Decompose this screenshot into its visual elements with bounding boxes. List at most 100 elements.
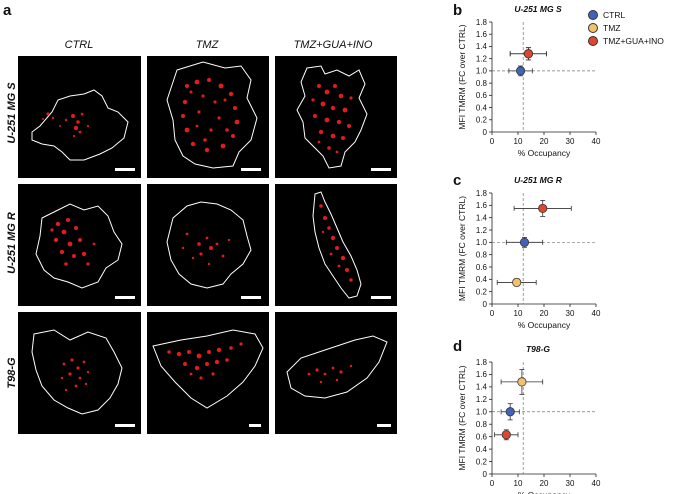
data-point-tmz-gua-ino <box>501 430 511 440</box>
column-label-tmz-gua-ino: TMZ+GUA+INO <box>293 39 373 51</box>
y-tick-label: 1.4 <box>476 383 488 392</box>
x-tick-label: 30 <box>566 137 575 146</box>
y-tick-label: 0.6 <box>476 432 488 441</box>
cell-image <box>296 65 368 169</box>
legend-label: CTRL <box>603 9 626 20</box>
legend-swatch-tmz <box>588 22 598 33</box>
micrograph-s-ctrl <box>18 56 141 178</box>
y-tick-label: 0.6 <box>476 91 488 100</box>
scale-bar <box>371 296 391 299</box>
data-point-tmz-gua-ino <box>538 203 548 214</box>
y-axis-label: MFI TMRM (FC over CTRL) <box>457 196 467 301</box>
legend-item-ctrl: CTRL <box>588 8 664 21</box>
scale-bar <box>371 168 391 171</box>
y-tick-label: 1.8 <box>476 358 488 367</box>
scatter-plot-2: U-251 MG R 0 0.2 0.4 0.6 0.8 1.0 1.2 1.4 1.6 1.8 0 1… <box>457 175 601 330</box>
panel-b-letter: b <box>453 2 463 19</box>
y-tick-label: 1.4 <box>476 213 488 222</box>
cell-image <box>286 335 388 399</box>
micrograph-r-tmz-gua-ino <box>275 184 397 306</box>
y-tick-label: 0 <box>483 470 488 479</box>
micrograph-r-ctrl <box>18 184 141 306</box>
y-tick-label: 0.2 <box>476 116 488 125</box>
scale-bar <box>115 168 135 171</box>
y-tick-label: 1.8 <box>476 18 488 27</box>
y-tick-label: 0.2 <box>476 287 488 296</box>
data-point-tmz-gua-ino <box>523 49 534 59</box>
x-tick-label: 10 <box>514 137 523 146</box>
panel-a-letter: a <box>3 2 12 19</box>
y-tick-label: 1.2 <box>476 226 488 235</box>
cell-image <box>312 191 362 299</box>
x-tick-label: 30 <box>566 479 575 488</box>
legend-item-tmz-gua-ino: TMZ+GUA+INO <box>588 34 664 47</box>
y-tick-label: 0.6 <box>476 263 488 272</box>
cell-image <box>166 201 252 289</box>
legend-item-tmz: TMZ <box>588 21 664 34</box>
y-axis-label: MFI TMRM (FC over CTRL) <box>457 24 467 129</box>
cell-image <box>166 61 258 169</box>
plot-title: T98-G <box>526 344 550 354</box>
scale-bar <box>115 424 135 427</box>
x-tick-label: 40 <box>592 137 601 146</box>
x-tick-label: 10 <box>514 309 523 318</box>
x-tick-label: 10 <box>514 479 523 488</box>
legend: CTRL TMZ TMZ+GUA+INO <box>588 8 664 47</box>
cell-image <box>31 89 129 161</box>
micrograph-s-tmz-gua-ino <box>275 56 397 178</box>
x-tick-label: 40 <box>592 479 601 488</box>
x-axis-label: % Occupancy <box>518 490 571 494</box>
y-tick-label: 0 <box>483 300 488 309</box>
micrograph-r-tmz <box>147 184 269 306</box>
cell-image <box>31 329 123 415</box>
scale-bar <box>241 168 261 171</box>
scale-bar <box>241 296 261 299</box>
x-tick-label: 20 <box>540 309 549 318</box>
panel-d-letter: d <box>453 338 463 355</box>
y-axis-label: MFI TMRM (FC over CTRL) <box>457 365 467 470</box>
x-tick-label: 40 <box>592 309 601 318</box>
x-tick-label: 0 <box>490 309 495 318</box>
plot-title: U-251 MG R <box>514 175 563 185</box>
y-tick-label: 1.6 <box>476 30 488 39</box>
micrograph-s-tmz <box>147 56 269 178</box>
data-point-tmz <box>512 277 522 288</box>
column-label-tmz: TMZ <box>195 39 219 51</box>
y-tick-label: 0.8 <box>476 250 488 259</box>
data-point-ctrl <box>519 237 530 247</box>
x-tick-label: 0 <box>490 479 495 488</box>
legend-label: TMZ <box>603 22 621 33</box>
cell-image <box>35 203 123 289</box>
legend-swatch-ctrl <box>588 9 598 20</box>
legend-swatch-tmz-gua-ino <box>588 35 598 46</box>
y-tick-label: 1.0 <box>476 408 488 417</box>
plot-title: U-251 MG S <box>514 4 562 14</box>
y-tick-label: 0.8 <box>476 79 488 88</box>
y-tick-label: 1.0 <box>476 238 488 247</box>
y-tick-label: 0.2 <box>476 457 488 466</box>
data-point-tmz <box>517 377 527 387</box>
panel-c-letter: c <box>453 172 462 189</box>
y-tick-label: 1.8 <box>476 189 488 198</box>
scale-bar <box>377 424 391 427</box>
y-tick-label: 1.6 <box>476 370 488 379</box>
x-tick-label: 20 <box>540 137 549 146</box>
y-tick-label: 0.8 <box>476 420 488 429</box>
cell-image <box>152 329 264 409</box>
scatter-plot-1: U-251 MG S 0 0.2 0.4 0.6 0.8 1.0 1.2 1.4 1.6 1.8 0 1… <box>457 4 601 158</box>
y-tick-label: 0.4 <box>476 275 488 284</box>
data-point-ctrl <box>505 407 515 417</box>
y-tick-label: 1.4 <box>476 42 488 51</box>
data-point-ctrl <box>515 66 526 76</box>
y-tick-label: 1.0 <box>476 67 488 76</box>
micrograph-t98g-tmz <box>147 312 269 434</box>
scatter-plot-3: T98-G 0 0.2 0.4 0.6 0.8 1.0 1.2 1.4 1.6 1.8 0 10 20 30… <box>457 344 601 494</box>
y-tick-label: 1.2 <box>476 54 488 63</box>
x-tick-label: 20 <box>540 479 549 488</box>
x-tick-label: 30 <box>566 309 575 318</box>
x-axis-label: % Occupancy <box>518 148 571 158</box>
y-tick-label: 0.4 <box>476 445 488 454</box>
y-tick-label: 1.2 <box>476 395 488 404</box>
column-label-ctrl: CTRL <box>64 39 94 51</box>
